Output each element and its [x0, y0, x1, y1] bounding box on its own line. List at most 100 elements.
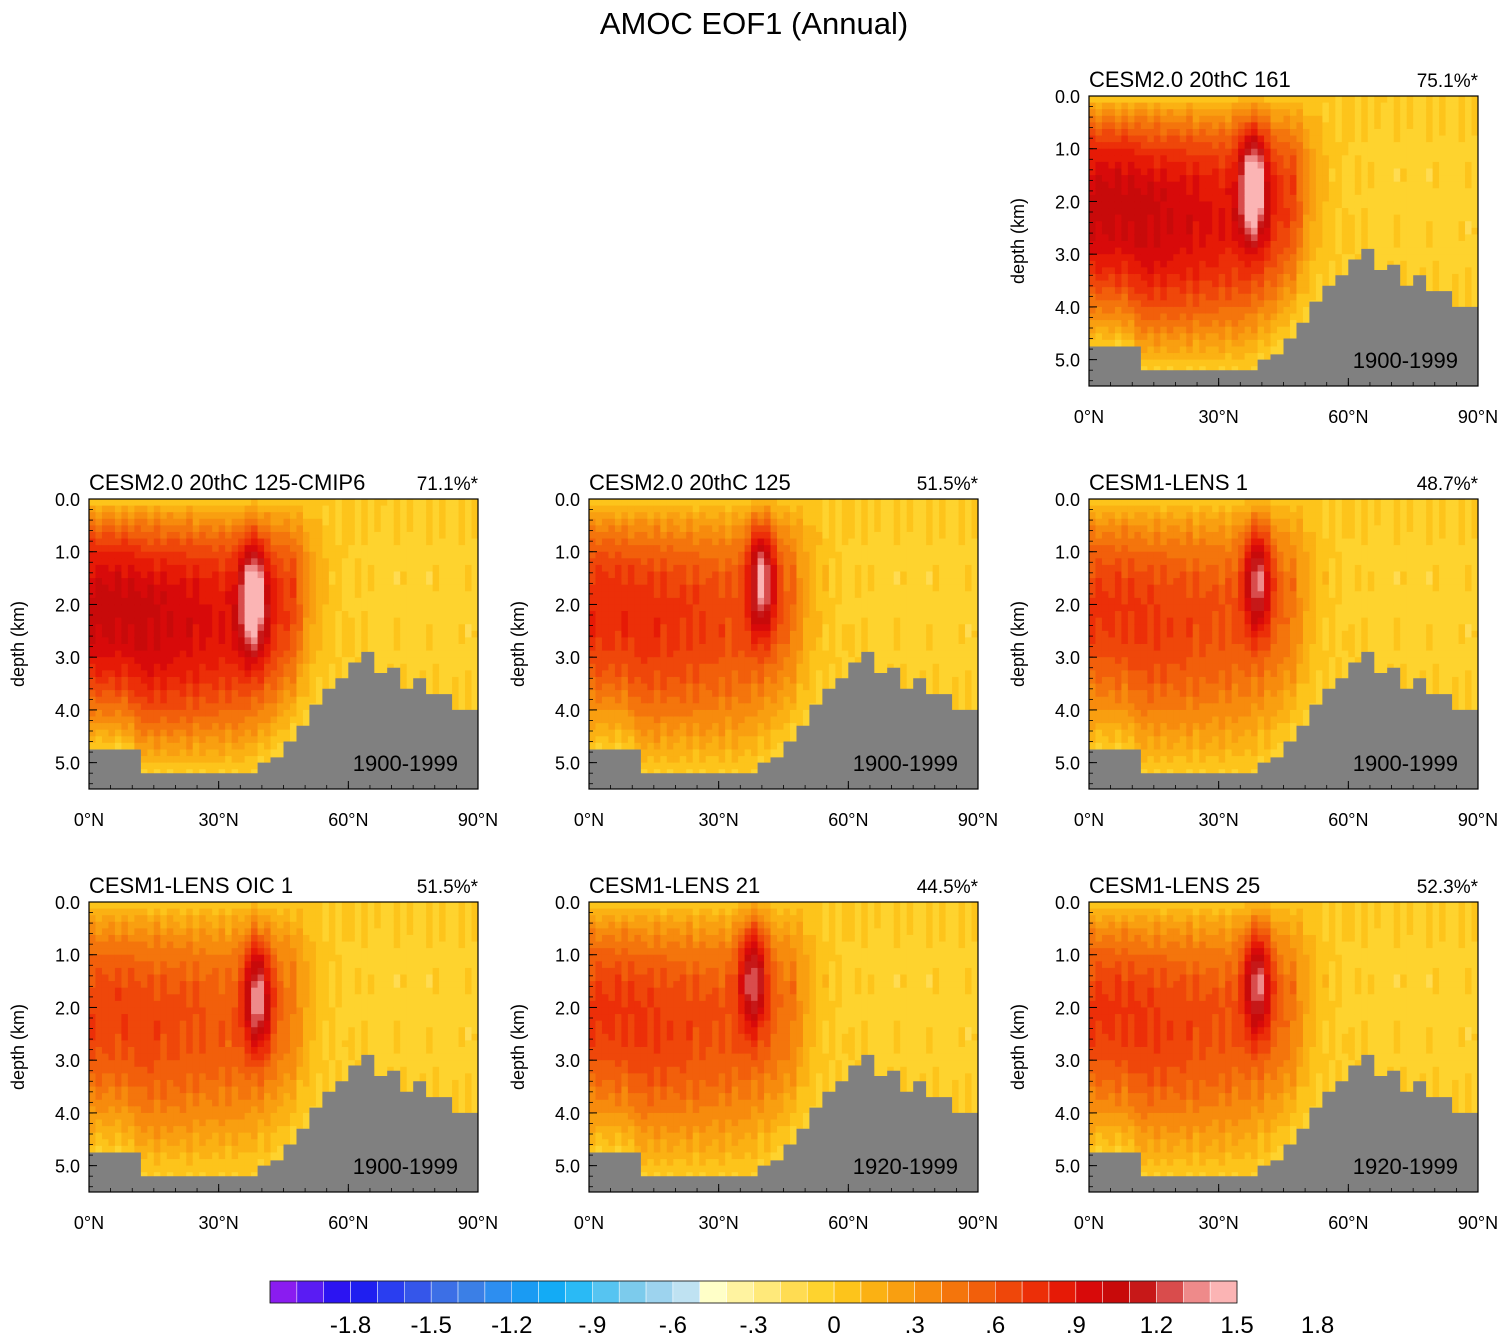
contour-cell [101, 644, 110, 652]
contour-cell [1380, 247, 1388, 255]
contour-cell [147, 591, 155, 599]
contour-cell [108, 505, 116, 513]
contour-cell [108, 591, 116, 599]
contour-cell [225, 729, 233, 737]
contour-cell [335, 637, 343, 645]
contour-cell [225, 690, 233, 698]
contour-cell [354, 637, 362, 645]
contour-cell [1251, 353, 1259, 361]
contour-cell [1186, 300, 1194, 308]
contour-cell [218, 663, 226, 671]
contour-cell [244, 545, 252, 553]
contour-cell [1192, 155, 1200, 163]
contour-cell [1387, 201, 1395, 209]
contour-cell [101, 657, 110, 665]
contour-cell [218, 723, 226, 731]
contour-cell [380, 578, 388, 586]
contour-cell [1361, 168, 1369, 176]
contour-cell [212, 525, 220, 533]
contour-cell [153, 584, 161, 592]
contour-cell [127, 545, 135, 553]
contour-cell [1225, 280, 1233, 288]
contour-cell [1380, 148, 1388, 156]
contour-cell [1341, 142, 1349, 150]
contour-cell [322, 637, 330, 645]
contour-cell [153, 512, 161, 520]
contour-cell [1205, 188, 1213, 196]
contour-cell [315, 650, 323, 658]
contour-cell [1179, 102, 1187, 110]
contour-cell [251, 630, 259, 639]
contour-cell [244, 703, 252, 711]
contour-cell [225, 505, 233, 513]
contour-cell [147, 762, 155, 770]
contour-cell [257, 709, 265, 718]
contour-cell [1147, 280, 1155, 288]
contour-cell [1465, 168, 1473, 176]
contour-cell [153, 709, 161, 718]
contour-cell [315, 558, 323, 566]
contour-cell [264, 604, 272, 612]
contour-cell [1264, 234, 1272, 242]
contour-cell [277, 644, 285, 652]
contour-cell [1244, 300, 1252, 308]
contour-cell [406, 538, 414, 546]
contour-cell [205, 762, 213, 770]
contour-cell [374, 571, 382, 579]
contour-cell [1153, 168, 1161, 176]
contour-cell [1257, 353, 1265, 361]
contour-cell [140, 564, 148, 573]
contour-cell [1328, 122, 1336, 130]
contour-cell [1277, 221, 1285, 229]
contour-cell [1341, 194, 1349, 203]
contour-cell [199, 762, 207, 770]
contour-cell [114, 604, 123, 612]
contour-cell [283, 558, 291, 566]
contour-cell [361, 617, 369, 625]
contour-cell [264, 644, 272, 652]
contour-cell [212, 742, 220, 751]
contour-cell [108, 709, 116, 718]
contour-cell [218, 545, 226, 553]
contour-cell [289, 709, 298, 718]
contour-cell [121, 729, 129, 737]
contour-cell [1458, 254, 1466, 262]
contour-cell [95, 742, 103, 751]
contour-cell [121, 525, 129, 533]
contour-cell [1322, 247, 1330, 255]
contour-cell [1302, 234, 1311, 242]
contour-cell [348, 617, 356, 625]
contour-cell [1400, 221, 1408, 229]
contour-cell [1315, 208, 1323, 216]
contour-cell [1348, 181, 1356, 189]
contour-cell [1095, 339, 1103, 348]
contour-cell [406, 657, 414, 665]
contour-cell [361, 564, 369, 573]
contour-cell [1192, 234, 1200, 242]
contour-cell [218, 683, 226, 691]
contour-cell [134, 670, 142, 678]
contour-cell [270, 736, 278, 744]
contour-cell [244, 584, 252, 592]
contour-cell [101, 624, 110, 632]
contour-cell [1264, 273, 1272, 282]
contour-cell [1218, 359, 1226, 367]
contour-cell [1367, 181, 1375, 189]
contour-cell [1231, 128, 1239, 137]
contour-cell [108, 545, 116, 553]
contour-cell [108, 676, 116, 685]
contour-cell [192, 723, 200, 731]
contour-cell [108, 518, 116, 526]
contour-cell [1108, 287, 1116, 295]
contour-cell [1134, 214, 1142, 222]
contour-cell [108, 525, 116, 533]
contour-cell [289, 584, 298, 592]
contour-cell [335, 597, 343, 606]
contour-cell [315, 499, 323, 507]
contour-cell [192, 624, 200, 632]
contour-cell [140, 696, 148, 704]
contour-cell [1244, 366, 1252, 374]
contour-cell [1231, 122, 1239, 130]
contour-cell [101, 597, 110, 606]
contour-cell [1101, 333, 1110, 341]
